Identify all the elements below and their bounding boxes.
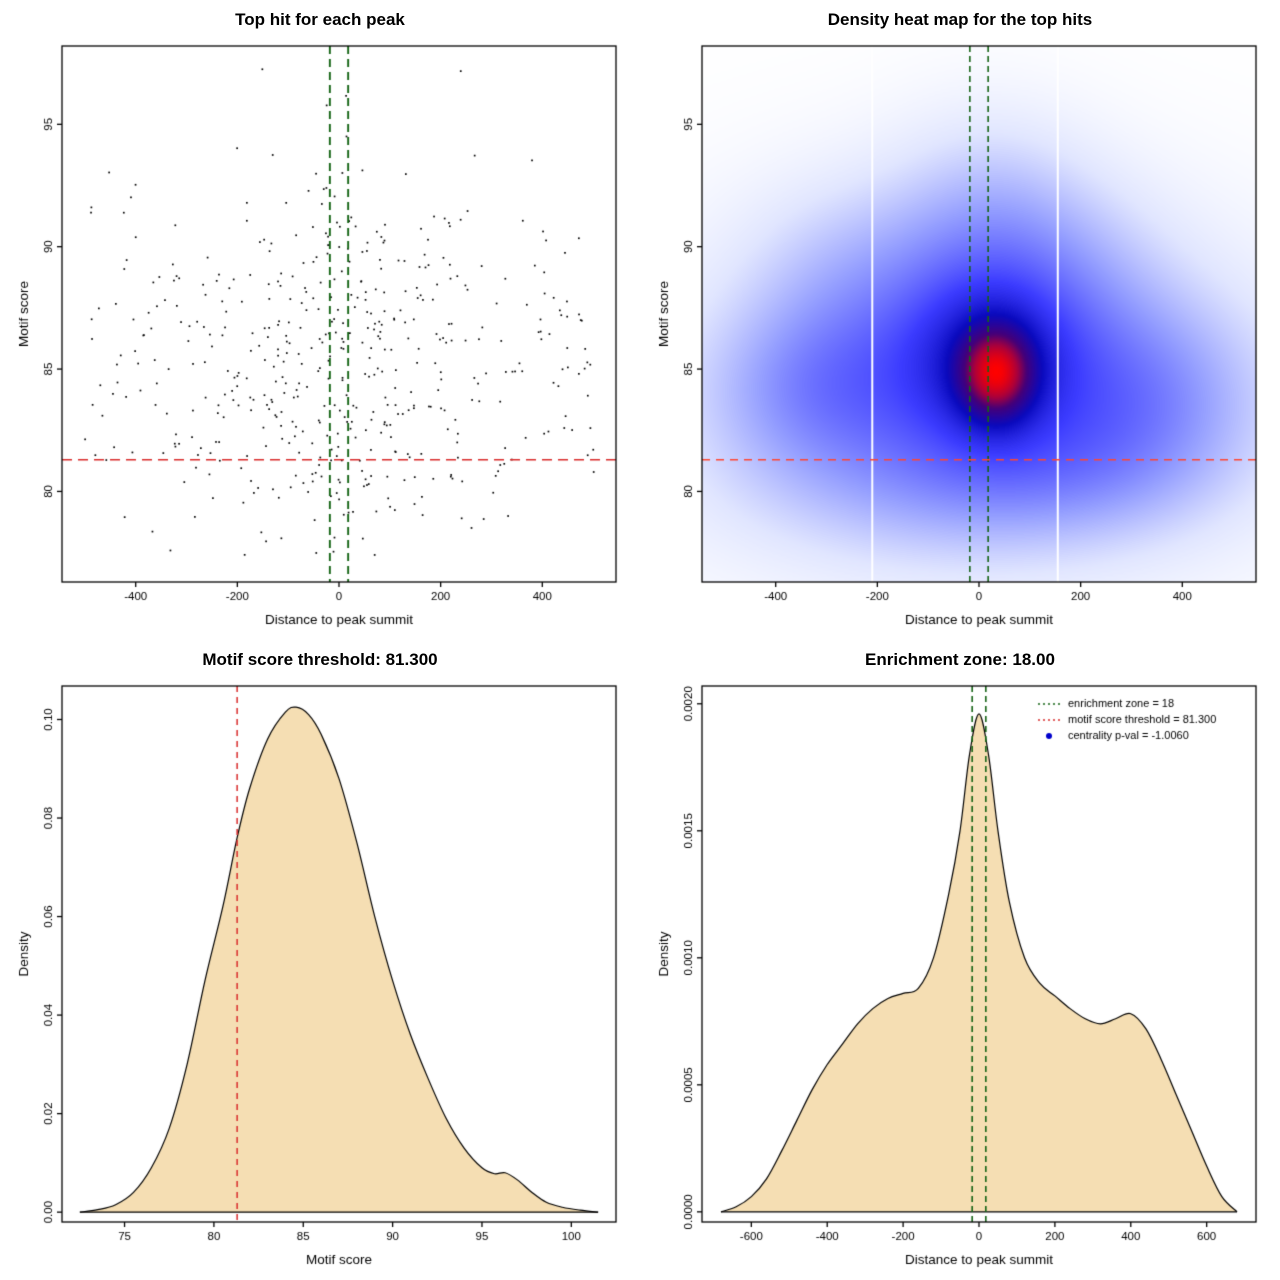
enrichment-zone-density-title: Enrichment zone: 18.00: [865, 650, 1055, 669]
motif-score-density-title: Motif score threshold: 81.300: [202, 650, 438, 669]
motif-score-density-canvas: [0, 640, 640, 1280]
enrichment-zone-density-canvas: [640, 640, 1280, 1280]
panel-motif-score-density: Motif score threshold: 81.300: [0, 640, 640, 1280]
heatmap-title: Density heat map for the top hits: [827, 10, 1093, 29]
heatmap-canvas: [640, 0, 1280, 640]
panel-scatter-top-hits: Top hit for each peak: [0, 0, 640, 640]
scatter-plot-canvas: [0, 0, 640, 640]
panel-enrichment-zone-density: Enrichment zone: 18.00: [640, 640, 1280, 1280]
panel-density-heatmap: Density heat map for the top hits: [640, 0, 1280, 640]
scatter-plot-title: Top hit for each peak: [235, 10, 405, 29]
